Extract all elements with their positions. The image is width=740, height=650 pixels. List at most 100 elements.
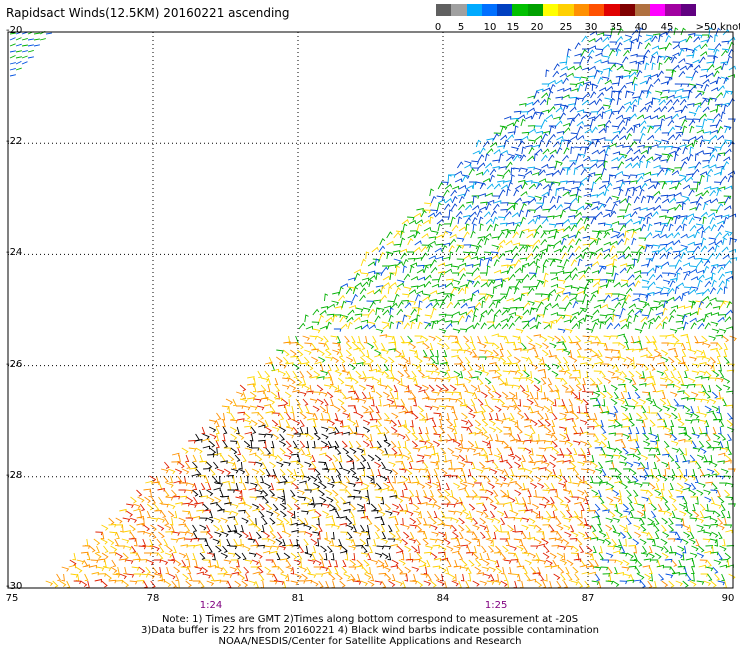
wind-barb: [559, 440, 567, 445]
wind-barb: [696, 461, 702, 469]
wind-barb: [59, 580, 67, 587]
wind-barb: [690, 322, 697, 330]
wind-barb: [308, 503, 316, 509]
wind-barb: [15, 60, 22, 65]
wind-barb: [559, 426, 567, 432]
wind-barb: [70, 573, 79, 578]
wind-barb: [695, 384, 703, 388]
wind-barb: [351, 552, 356, 561]
wind-barb: [157, 566, 162, 575]
wind-barb: [346, 316, 354, 323]
wind-barb: [549, 355, 557, 359]
wind-barb: [627, 90, 635, 96]
wind-barb: [485, 475, 491, 483]
wind-barb: [199, 552, 206, 560]
wind-barb: [293, 433, 302, 437]
wind-barb: [651, 62, 656, 71]
wind-barb: [507, 461, 513, 469]
wind-barb: [463, 335, 470, 343]
wind-barb: [594, 139, 601, 148]
wind-barb: [662, 531, 670, 538]
wind-barb: [375, 482, 382, 490]
wind-barb: [665, 99, 673, 106]
wind-barb: [458, 184, 467, 190]
wind-barb: [146, 559, 155, 566]
wind-barb: [324, 538, 332, 545]
wind-barb: [638, 27, 644, 36]
wind-barb: [713, 70, 720, 78]
wind-barb: [148, 489, 152, 498]
wind-barb: [605, 517, 614, 523]
wind-barb: [723, 90, 729, 99]
wind-barb: [714, 65, 722, 71]
wind-barb: [541, 109, 550, 114]
wind-barb: [556, 135, 564, 141]
wind-barb: [382, 309, 390, 316]
wind-barb: [459, 273, 466, 281]
wind-barb: [427, 212, 436, 218]
wind-barb: [636, 412, 643, 420]
wind-barb: [542, 183, 551, 190]
wind-barb: [265, 468, 271, 477]
wind-barb: [577, 225, 585, 232]
wind-barb: [686, 250, 695, 255]
wind-barb: [458, 195, 465, 204]
wind-barb: [520, 216, 526, 225]
wind-barb: [292, 544, 300, 549]
wind-barb: [464, 454, 468, 463]
wind-barb: [639, 300, 648, 306]
wind-barb: [261, 524, 265, 533]
wind-barb: [605, 552, 614, 558]
wind-barb: [721, 214, 730, 219]
wind-barb: [487, 405, 494, 413]
wind-barb: [474, 426, 483, 433]
wind-barb: [584, 580, 590, 588]
wind-barb: [576, 81, 584, 85]
wind-barb: [629, 468, 637, 476]
scale-swatch: [543, 4, 559, 16]
wind-barb: [703, 265, 710, 274]
wind-barb: [61, 573, 65, 582]
wind-barb: [423, 531, 428, 540]
wind-barb: [488, 545, 495, 553]
wind-barb: [493, 133, 500, 141]
wind-barb: [601, 468, 607, 477]
wind-barb: [573, 62, 582, 66]
wind-barb: [376, 419, 383, 427]
wind-barb: [709, 297, 717, 302]
wind-barb: [718, 531, 723, 540]
wind-barb: [448, 245, 455, 253]
wind-barb: [566, 503, 570, 512]
wind-barb: [168, 573, 176, 580]
wind-barb: [500, 318, 508, 323]
wind-barb: [366, 475, 374, 482]
wind-barb: [515, 280, 522, 288]
wind-barb: [536, 405, 545, 411]
wind-barb: [640, 126, 647, 134]
wind-barb: [448, 573, 456, 580]
wind-barb: [338, 538, 343, 547]
wind-barb: [253, 398, 262, 403]
wind-barb: [710, 580, 717, 588]
wind-barb: [724, 139, 732, 144]
wind-barb: [630, 98, 638, 106]
wind-barb: [389, 391, 395, 400]
wind-barb: [429, 342, 434, 351]
wind-barb: [630, 356, 635, 365]
wind-barb: [465, 461, 474, 466]
wind-barb: [698, 300, 704, 309]
wind-barb: [655, 496, 664, 502]
wind-barb: [360, 319, 369, 324]
wind-barb: [9, 62, 16, 65]
wind-barb: [638, 237, 647, 242]
wind-barb: [370, 503, 377, 511]
wind-barb: [132, 558, 141, 563]
wind-barb: [258, 510, 265, 518]
wind-barb: [412, 447, 421, 452]
wind-barb: [428, 398, 437, 403]
wind-barb: [550, 482, 556, 491]
wind-barb: [563, 459, 571, 464]
wind-barb: [599, 545, 603, 554]
wind-barb: [581, 35, 588, 43]
wind-barb: [377, 412, 383, 421]
